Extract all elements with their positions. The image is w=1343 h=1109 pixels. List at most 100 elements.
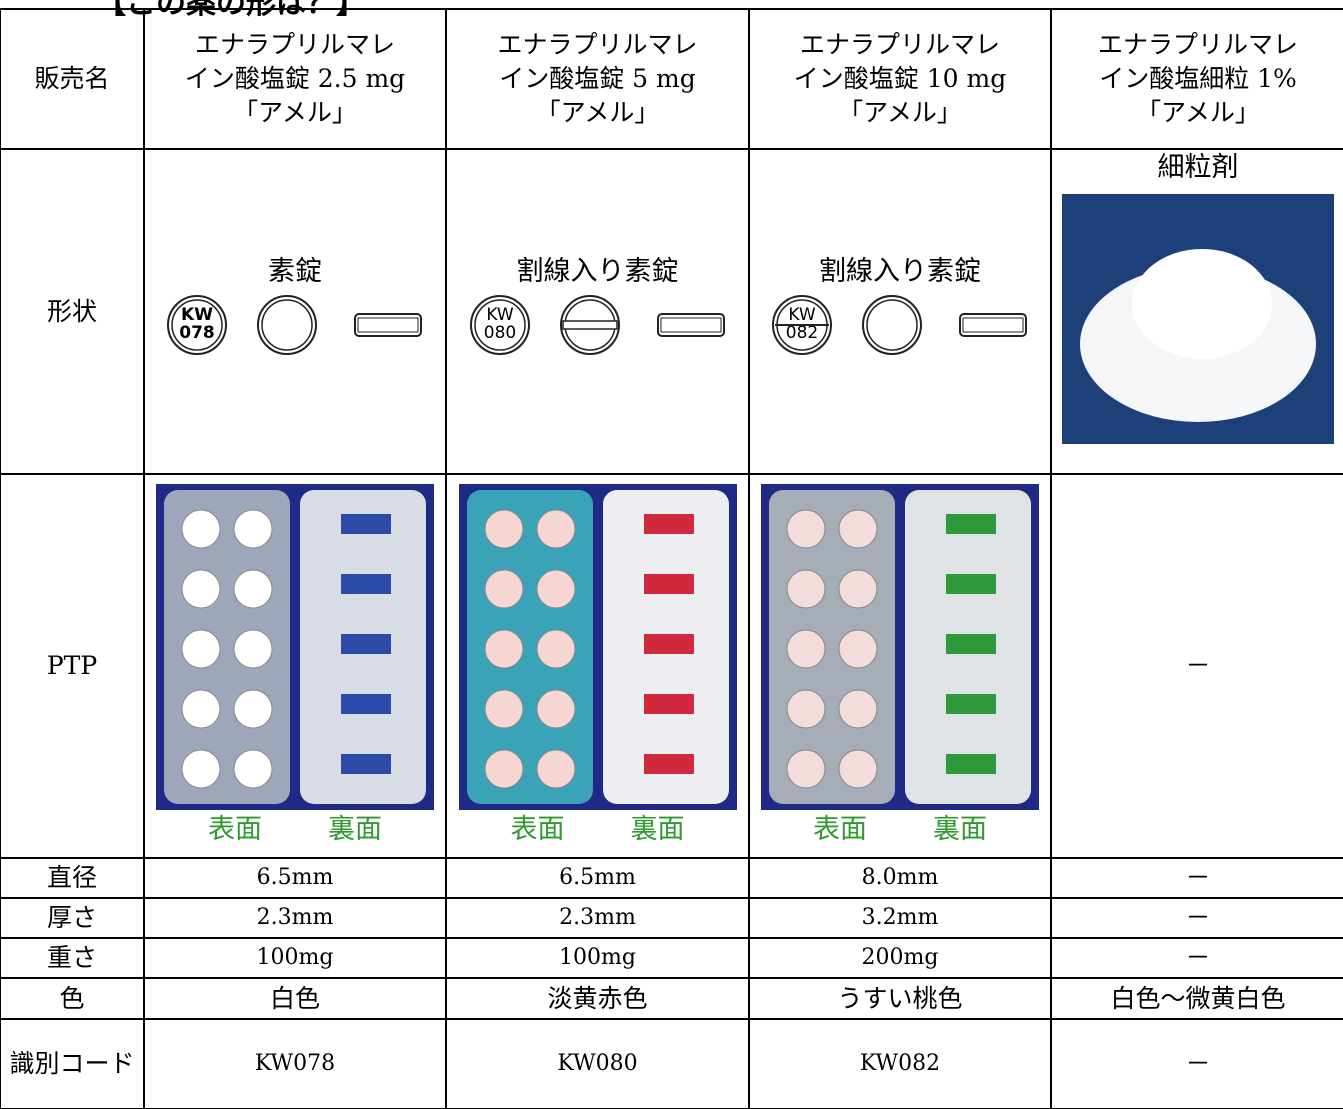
spec-value: KW080 (445, 1018, 750, 1109)
ptp-cell: 表面 裏面 (748, 473, 1052, 859)
spec-row: 直径 6.5mm 6.5mm 8.0mm － (0, 857, 1343, 899)
ptp-none: － (1050, 473, 1343, 859)
tablet-back (862, 295, 922, 356)
row-label: PTP (0, 473, 145, 859)
print (341, 633, 391, 654)
pill (233, 569, 273, 609)
pill (786, 689, 826, 729)
row-label: 形状 (0, 148, 145, 475)
shape-cell: 割線入り素錠 KW 080 (445, 148, 750, 475)
row-label: 販売名 (0, 8, 145, 150)
ptp-faces: 表面 裏面 (780, 812, 1020, 848)
spec-value: 100mg (143, 937, 447, 979)
print (946, 633, 996, 654)
pill (838, 509, 878, 549)
product-name: エナラプリルマレ イン酸塩細粒 1% 「アメル」 (1050, 8, 1343, 150)
spec-row: 色白色 淡黄赤色 うすい桃色 白色～微黄白色 (0, 977, 1343, 1020)
pill (484, 689, 523, 729)
pill (786, 569, 826, 609)
pill (484, 509, 523, 549)
spec-value: 淡黄赤色 (445, 977, 750, 1020)
print (643, 573, 694, 594)
pill (233, 749, 273, 789)
pill (786, 749, 826, 789)
shape-caption: 素錠 (268, 255, 322, 287)
shape-row: 形状 素錠 KW 078 割線入り素錠 KW 080 割線入り素錠 KW 082 細粒剤 (0, 148, 1343, 475)
tablet-side (656, 313, 725, 338)
name-line: エナラプリルマレ (497, 30, 698, 60)
print (341, 573, 391, 594)
print (341, 693, 391, 714)
pill (181, 629, 221, 669)
granule-photo (1062, 194, 1334, 445)
print (643, 513, 694, 534)
pill (838, 749, 878, 789)
imprint: KW (788, 305, 816, 325)
pill (484, 749, 523, 789)
tablet-drawing: KW078 (167, 295, 422, 356)
name-line: イン酸塩錠 10 mg (793, 64, 1007, 94)
pill (484, 569, 523, 609)
ptp-cell: 表面 裏面 (445, 473, 750, 859)
face-label: 表面 (208, 813, 262, 845)
pill (181, 509, 221, 549)
tablet-back-inner (261, 299, 313, 352)
ptp-photo (458, 483, 737, 810)
pill (233, 629, 273, 669)
imprint: 082 (786, 323, 818, 343)
face-label: 表面 (510, 813, 565, 845)
face-label: 裏面 (933, 813, 987, 845)
spec-value: 白色 (143, 977, 447, 1020)
pill (838, 689, 878, 729)
pill (181, 569, 221, 609)
spec-value: 2.3mm (445, 897, 750, 939)
shape-cell: 素錠 KW 078 (143, 148, 447, 475)
name-line: 「アメル」 (233, 97, 357, 127)
spec-value: － (1050, 897, 1343, 939)
tablet-front (469, 295, 530, 356)
print (946, 573, 996, 594)
pill (536, 509, 575, 549)
row-label: 直径 (0, 857, 145, 899)
print (946, 753, 996, 774)
print (643, 753, 694, 774)
score-line (561, 320, 618, 331)
tablet-front-inner (171, 299, 223, 352)
name-line: 「アメル」 (535, 97, 660, 127)
shape-caption: 割線入り素錠 (819, 255, 981, 287)
pill (484, 629, 523, 669)
product-name: エナラプリルマレ イン酸塩錠 2.5 mg 「アメル」 (143, 8, 447, 150)
ptp-photo (761, 483, 1039, 810)
tablet-side-inner (962, 317, 1024, 333)
pill (536, 749, 575, 789)
spec-value: 3.2mm (748, 897, 1052, 939)
tablet-drawing: KW080 (469, 295, 725, 356)
spec-value: － (1050, 857, 1343, 899)
name-line: 「アメル」 (838, 97, 962, 127)
pill (181, 749, 221, 789)
header-row: 販売名 エナラプリルマレ イン酸塩錠 2.5 mg 「アメル」 エナラプリルマレ イン酸塩… (0, 8, 1343, 150)
row-label: 重さ (0, 937, 145, 979)
face-label: 裏面 (630, 813, 685, 845)
spec-row: 重さ 100mg 100mg 200mg － (0, 937, 1343, 979)
spec-value: 200mg (748, 937, 1052, 979)
tablet-side (354, 313, 422, 338)
shape-caption: 細粒剤 (1157, 152, 1239, 183)
name-line: エナラプリルマレ (799, 30, 1000, 60)
ptp-row: PTP 表面 裏面 表面 裏面 表面 裏面 － (0, 473, 1343, 859)
spec-value: 2.3mm (143, 897, 447, 939)
pill (786, 509, 826, 549)
print (341, 753, 391, 774)
tablet-side-inner (660, 317, 721, 333)
spec-value: 100mg (445, 937, 750, 979)
spec-value: 8.0mm (748, 857, 1052, 899)
name-line: イン酸塩細粒 1% (1099, 64, 1297, 94)
shape-cell: 割線入り素錠 KW 082 (748, 148, 1052, 475)
tablet-side-inner (357, 317, 419, 333)
name-line: イン酸塩錠 2.5 mg (184, 64, 406, 94)
pill (536, 569, 575, 609)
tablet-front (167, 295, 227, 356)
pill (838, 569, 878, 609)
pill (536, 689, 575, 729)
